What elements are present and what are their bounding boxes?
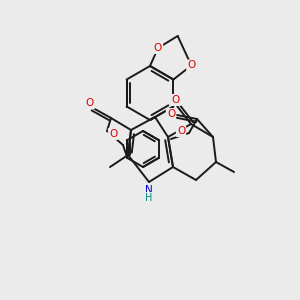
Text: O: O xyxy=(109,129,117,139)
Text: O: O xyxy=(177,126,185,136)
Text: O: O xyxy=(154,43,162,53)
Text: O: O xyxy=(187,61,196,70)
Text: O: O xyxy=(172,95,180,105)
Text: H: H xyxy=(145,193,153,203)
Text: O: O xyxy=(86,98,94,108)
Text: O: O xyxy=(167,109,175,119)
Text: N: N xyxy=(145,185,153,195)
